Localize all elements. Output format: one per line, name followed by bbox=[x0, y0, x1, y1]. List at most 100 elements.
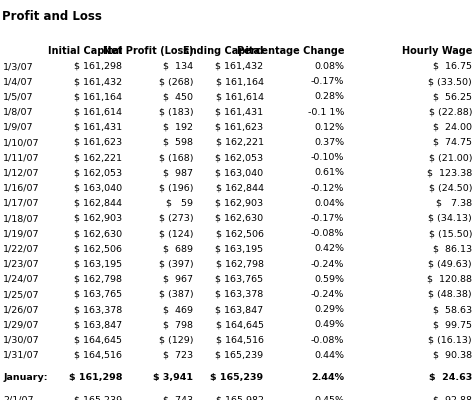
Text: $  90.38: $ 90.38 bbox=[433, 351, 472, 360]
Text: 2/1/07: 2/1/07 bbox=[3, 396, 34, 400]
Text: $ (22.88): $ (22.88) bbox=[428, 108, 472, 117]
Text: $ 163,195: $ 163,195 bbox=[215, 244, 264, 254]
Text: $ 163,378: $ 163,378 bbox=[74, 305, 122, 314]
Text: 1/30/07: 1/30/07 bbox=[3, 336, 40, 344]
Text: $ 162,630: $ 162,630 bbox=[74, 229, 122, 238]
Text: $ (33.50): $ (33.50) bbox=[428, 77, 472, 86]
Text: $  598: $ 598 bbox=[164, 138, 193, 147]
Text: $ 161,432: $ 161,432 bbox=[215, 62, 264, 71]
Text: $ 162,506: $ 162,506 bbox=[74, 244, 122, 254]
Text: $ 161,614: $ 161,614 bbox=[216, 92, 264, 101]
Text: 0.61%: 0.61% bbox=[314, 168, 344, 178]
Text: January:: January: bbox=[3, 373, 48, 382]
Text: $  192: $ 192 bbox=[164, 123, 193, 132]
Text: 0.44%: 0.44% bbox=[314, 351, 344, 360]
Text: $  86.13: $ 86.13 bbox=[433, 244, 472, 254]
Text: $ (183): $ (183) bbox=[159, 108, 193, 117]
Text: $ (129): $ (129) bbox=[159, 336, 193, 344]
Text: $ 164,645: $ 164,645 bbox=[74, 336, 122, 344]
Text: $ 162,798: $ 162,798 bbox=[216, 260, 264, 269]
Text: 0.29%: 0.29% bbox=[314, 305, 344, 314]
Text: $ (24.50): $ (24.50) bbox=[428, 184, 472, 193]
Text: 2.44%: 2.44% bbox=[311, 373, 344, 382]
Text: 0.12%: 0.12% bbox=[314, 123, 344, 132]
Text: 0.04%: 0.04% bbox=[314, 199, 344, 208]
Text: 1/31/07: 1/31/07 bbox=[3, 351, 40, 360]
Text: 0.08%: 0.08% bbox=[314, 62, 344, 71]
Text: $ (21.00): $ (21.00) bbox=[428, 153, 472, 162]
Text: $ (273): $ (273) bbox=[159, 214, 193, 223]
Text: $  74.75: $ 74.75 bbox=[433, 138, 472, 147]
Text: $  92.88: $ 92.88 bbox=[433, 396, 472, 400]
Text: $ (16.13): $ (16.13) bbox=[428, 336, 472, 344]
Text: -0.17%: -0.17% bbox=[311, 77, 344, 86]
Text: 1/19/07: 1/19/07 bbox=[3, 229, 40, 238]
Text: $ (268): $ (268) bbox=[159, 77, 193, 86]
Text: $   7.38: $ 7.38 bbox=[436, 199, 472, 208]
Text: $ 162,053: $ 162,053 bbox=[74, 168, 122, 178]
Text: $  16.75: $ 16.75 bbox=[433, 62, 472, 71]
Text: $ (397): $ (397) bbox=[159, 260, 193, 269]
Text: $  56.25: $ 56.25 bbox=[433, 92, 472, 101]
Text: $  99.75: $ 99.75 bbox=[433, 320, 472, 330]
Text: 1/26/07: 1/26/07 bbox=[3, 305, 40, 314]
Text: $   59: $ 59 bbox=[166, 199, 193, 208]
Text: 1/4/07: 1/4/07 bbox=[3, 77, 34, 86]
Text: $ 163,378: $ 163,378 bbox=[215, 290, 264, 299]
Text: $ 162,630: $ 162,630 bbox=[215, 214, 264, 223]
Text: Profit and Loss: Profit and Loss bbox=[2, 10, 102, 23]
Text: $  987: $ 987 bbox=[164, 168, 193, 178]
Text: $ (48.38): $ (48.38) bbox=[428, 290, 472, 299]
Text: $ 163,040: $ 163,040 bbox=[74, 184, 122, 193]
Text: $ 163,847: $ 163,847 bbox=[215, 305, 264, 314]
Text: $ 164,516: $ 164,516 bbox=[216, 336, 264, 344]
Text: $  967: $ 967 bbox=[164, 275, 193, 284]
Text: 1/3/07: 1/3/07 bbox=[3, 62, 34, 71]
Text: $  723: $ 723 bbox=[163, 351, 193, 360]
Text: $  134: $ 134 bbox=[163, 62, 193, 71]
Text: Ending Capital: Ending Capital bbox=[183, 46, 264, 56]
Text: $  24.63: $ 24.63 bbox=[429, 373, 472, 382]
Text: $ 165,239: $ 165,239 bbox=[210, 373, 264, 382]
Text: $ 163,195: $ 163,195 bbox=[74, 260, 122, 269]
Text: $ 163,040: $ 163,040 bbox=[215, 168, 264, 178]
Text: $  123.38: $ 123.38 bbox=[427, 168, 472, 178]
Text: $ (49.63): $ (49.63) bbox=[428, 260, 472, 269]
Text: $ 164,516: $ 164,516 bbox=[74, 351, 122, 360]
Text: $  58.63: $ 58.63 bbox=[433, 305, 472, 314]
Text: $ 162,844: $ 162,844 bbox=[216, 184, 264, 193]
Text: 0.42%: 0.42% bbox=[314, 244, 344, 254]
Text: Net Profit (Loss): Net Profit (Loss) bbox=[103, 46, 193, 56]
Text: 1/18/07: 1/18/07 bbox=[3, 214, 40, 223]
Text: $ 161,623: $ 161,623 bbox=[74, 138, 122, 147]
Text: 0.59%: 0.59% bbox=[314, 275, 344, 284]
Text: $ 162,903: $ 162,903 bbox=[74, 214, 122, 223]
Text: $ 3,941: $ 3,941 bbox=[154, 373, 193, 382]
Text: Hourly Wage: Hourly Wage bbox=[402, 46, 472, 56]
Text: $  450: $ 450 bbox=[164, 92, 193, 101]
Text: $ (196): $ (196) bbox=[159, 184, 193, 193]
Text: 1/22/07: 1/22/07 bbox=[3, 244, 40, 254]
Text: $ 165,239: $ 165,239 bbox=[74, 396, 122, 400]
Text: $ 163,765: $ 163,765 bbox=[215, 275, 264, 284]
Text: $ 161,431: $ 161,431 bbox=[215, 108, 264, 117]
Text: $ 161,431: $ 161,431 bbox=[74, 123, 122, 132]
Text: $  743: $ 743 bbox=[163, 396, 193, 400]
Text: -0.24%: -0.24% bbox=[311, 290, 344, 299]
Text: 1/12/07: 1/12/07 bbox=[3, 168, 40, 178]
Text: 1/29/07: 1/29/07 bbox=[3, 320, 40, 330]
Text: $ 161,164: $ 161,164 bbox=[216, 77, 264, 86]
Text: 1/9/07: 1/9/07 bbox=[3, 123, 34, 132]
Text: Initial Capital: Initial Capital bbox=[48, 46, 122, 56]
Text: -0.08%: -0.08% bbox=[311, 336, 344, 344]
Text: $ 161,298: $ 161,298 bbox=[74, 62, 122, 71]
Text: $ 162,506: $ 162,506 bbox=[216, 229, 264, 238]
Text: $ 161,432: $ 161,432 bbox=[74, 77, 122, 86]
Text: $ 162,844: $ 162,844 bbox=[74, 199, 122, 208]
Text: $ (168): $ (168) bbox=[159, 153, 193, 162]
Text: -0.1 1%: -0.1 1% bbox=[308, 108, 344, 117]
Text: $ 165,982: $ 165,982 bbox=[216, 396, 264, 400]
Text: $ 161,164: $ 161,164 bbox=[74, 92, 122, 101]
Text: $  24.00: $ 24.00 bbox=[433, 123, 472, 132]
Text: 0.28%: 0.28% bbox=[314, 92, 344, 101]
